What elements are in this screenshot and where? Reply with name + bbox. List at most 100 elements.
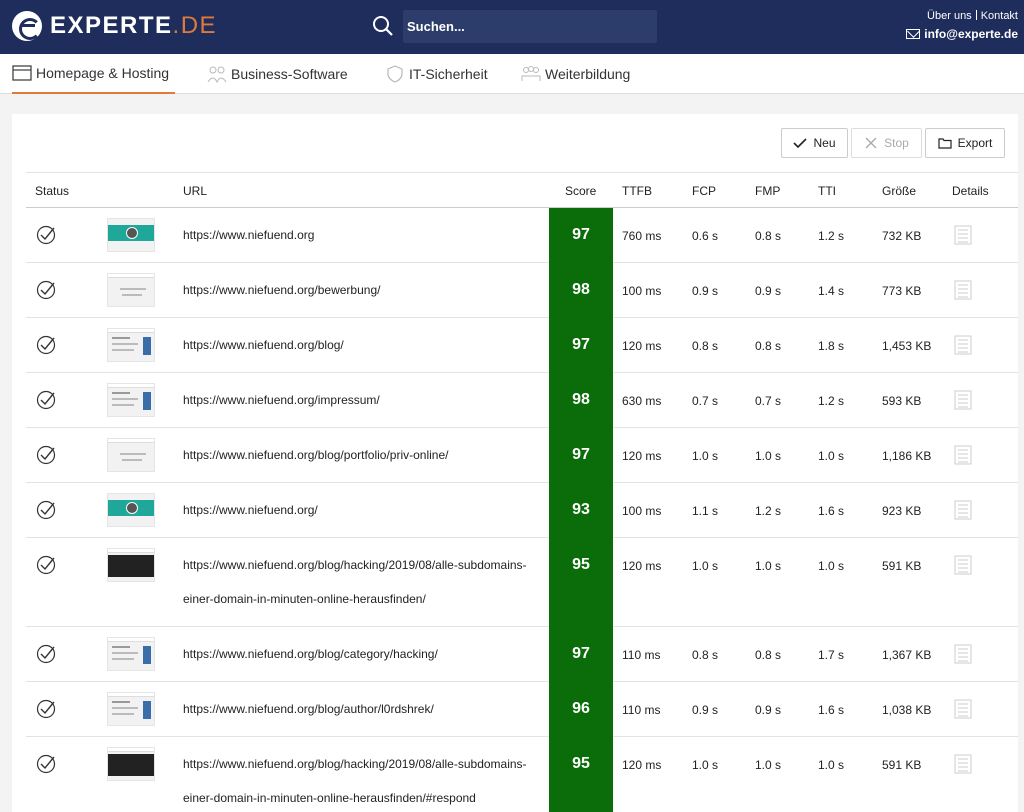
page-thumbnail[interactable] (107, 692, 155, 726)
tab-weiterbildung[interactable]: Weiterbildung (521, 54, 630, 94)
search-icon[interactable] (372, 15, 394, 37)
table-row[interactable]: https://www.niefuend.org/blog/category/h… (26, 627, 1018, 682)
status-check-icon (36, 445, 56, 465)
tab-homepage-hosting[interactable]: Homepage & Hosting (12, 54, 175, 94)
url-line-1: https://www.niefuend.org/blog/portfolio/… (183, 448, 449, 462)
new-button[interactable]: Neu (781, 128, 848, 158)
new-label: Neu (813, 136, 836, 150)
tti-value: 1.2 s (818, 229, 845, 243)
tab-label: IT-Sicherheit (409, 66, 488, 82)
logo-mark-icon (12, 11, 42, 41)
col-url[interactable]: URL (183, 184, 208, 198)
page-url[interactable]: https://www.niefuend.org/ (183, 493, 543, 527)
export-button[interactable]: Export (925, 128, 1005, 158)
details-report-icon[interactable] (954, 644, 972, 664)
details-report-icon[interactable] (954, 754, 972, 774)
url-line-1: https://www.niefuend.org/ (183, 503, 318, 517)
checkmark-icon (793, 138, 808, 149)
stop-label: Stop (884, 136, 909, 150)
page-thumbnail[interactable] (107, 747, 155, 781)
details-report-icon[interactable] (954, 390, 972, 410)
status-check-icon (36, 390, 56, 410)
size-value: 923 KB (882, 504, 922, 518)
page-url[interactable]: https://www.niefuend.org/blog/hacking/20… (183, 548, 543, 616)
page-thumbnail[interactable] (107, 383, 155, 417)
table-row[interactable]: https://www.niefuend.org/impressum/98 630… (26, 373, 1018, 428)
tab-label: Business-Software (231, 66, 348, 82)
tab-it-sicherheit[interactable]: IT-Sicherheit (385, 54, 488, 94)
page-thumbnail[interactable] (107, 438, 155, 472)
col-fmp[interactable]: FMP (755, 184, 781, 198)
size-value: 773 KB (882, 284, 922, 298)
table-row[interactable]: https://www.niefuend.org/blog/hacking/20… (26, 538, 1018, 627)
fmp-value: 0.9 s (755, 703, 782, 717)
status-check-icon (36, 500, 56, 520)
site-logo[interactable]: EXPERTE.DE (12, 10, 217, 42)
url-line-2: einer-domain-in-minuten-online-herausfin… (183, 592, 426, 606)
table-row[interactable]: https://www.niefuend.org 97 760 ms 0.6 s 0.8… (26, 208, 1018, 263)
table-row[interactable]: https://www.niefuend.org/blog/97 120 ms 0.… (26, 318, 1018, 373)
search-input[interactable]: Suchen... (403, 10, 657, 43)
shield-icon (387, 65, 403, 83)
size-value: 1,038 KB (882, 703, 932, 717)
ttfb-value: 120 ms (622, 559, 662, 573)
page-thumbnail[interactable] (107, 548, 155, 582)
url-line-2: einer-domain-in-minuten-online-herausfin… (183, 791, 476, 805)
page-thumbnail[interactable] (107, 218, 155, 252)
stop-button[interactable]: Stop (851, 128, 922, 158)
size-value: 732 KB (882, 229, 922, 243)
page-url[interactable]: https://www.niefuend.org/blog/ (183, 328, 543, 362)
contact-link[interactable]: Kontakt (980, 10, 1018, 22)
page-thumbnail[interactable] (107, 637, 155, 671)
ttfb-value: 100 ms (622, 504, 662, 518)
ttfb-value: 120 ms (622, 449, 662, 463)
page-url[interactable]: https://www.niefuend.org/blog/category/h… (183, 637, 543, 671)
fmp-value: 1.0 s (755, 559, 782, 573)
about-link[interactable]: Über uns (927, 10, 972, 22)
page-thumbnail[interactable] (107, 273, 155, 307)
page-url[interactable]: https://www.niefuend.org/blog/hacking/20… (183, 747, 543, 812)
url-line-1: https://www.niefuend.org/blog/category/h… (183, 647, 438, 661)
col-status[interactable]: Status (35, 184, 70, 198)
table-row[interactable]: https://www.niefuend.org/blog/portfolio/… (26, 428, 1018, 483)
size-value: 591 KB (882, 758, 922, 772)
details-report-icon[interactable] (954, 500, 972, 520)
page-url[interactable]: https://www.niefuend.org/blog/portfolio/… (183, 438, 543, 472)
fcp-value: 1.0 s (692, 559, 719, 573)
page-url[interactable]: https://www.niefuend.org (183, 218, 543, 252)
details-report-icon[interactable] (954, 335, 972, 355)
fcp-value: 1.0 s (692, 758, 719, 772)
col-score[interactable]: Score (565, 184, 597, 198)
col-size[interactable]: Größe (882, 184, 917, 198)
col-ttfb[interactable]: TTFB (622, 184, 652, 198)
folder-icon (938, 138, 952, 149)
status-check-icon (36, 280, 56, 300)
tab-business-software[interactable]: Business-Software (207, 54, 348, 94)
group-icon (521, 66, 541, 81)
size-value: 593 KB (882, 394, 922, 408)
page-thumbnail[interactable] (107, 493, 155, 527)
ttfb-value: 630 ms (622, 394, 662, 408)
details-report-icon[interactable] (954, 699, 972, 719)
fcp-value: 0.7 s (692, 394, 719, 408)
details-report-icon[interactable] (954, 280, 972, 300)
table-row[interactable]: https://www.niefuend.org/93 100 ms 1.1 s 1.… (26, 483, 1018, 538)
col-fcp[interactable]: FCP (692, 184, 716, 198)
email-link[interactable]: info@experte.de (906, 27, 1018, 41)
details-report-icon[interactable] (954, 445, 972, 465)
details-report-icon[interactable] (954, 555, 972, 575)
details-report-icon[interactable] (954, 225, 972, 245)
page-url[interactable]: https://www.niefuend.org/blog/author/l0r… (183, 692, 543, 726)
page-url[interactable]: https://www.niefuend.org/bewerbung/ (183, 273, 543, 307)
top-header: EXPERTE.DE Suchen... Über uns Kontakt inf… (0, 0, 1024, 54)
table-row[interactable]: https://www.niefuend.org/blog/author/l0r… (26, 682, 1018, 737)
table-row[interactable]: https://www.niefuend.org/bewerbung/98 100… (26, 263, 1018, 318)
col-details[interactable]: Details (952, 184, 989, 198)
results-panel: Neu Stop Export Status URL Score TTFB FC… (12, 114, 1018, 812)
col-tti[interactable]: TTI (818, 184, 836, 198)
table-row[interactable]: https://www.niefuend.org/blog/hacking/20… (26, 737, 1018, 812)
page-url[interactable]: https://www.niefuend.org/impressum/ (183, 383, 543, 417)
url-line-1: https://www.niefuend.org/impressum/ (183, 393, 380, 407)
score-value: 95 (572, 755, 590, 772)
page-thumbnail[interactable] (107, 328, 155, 362)
